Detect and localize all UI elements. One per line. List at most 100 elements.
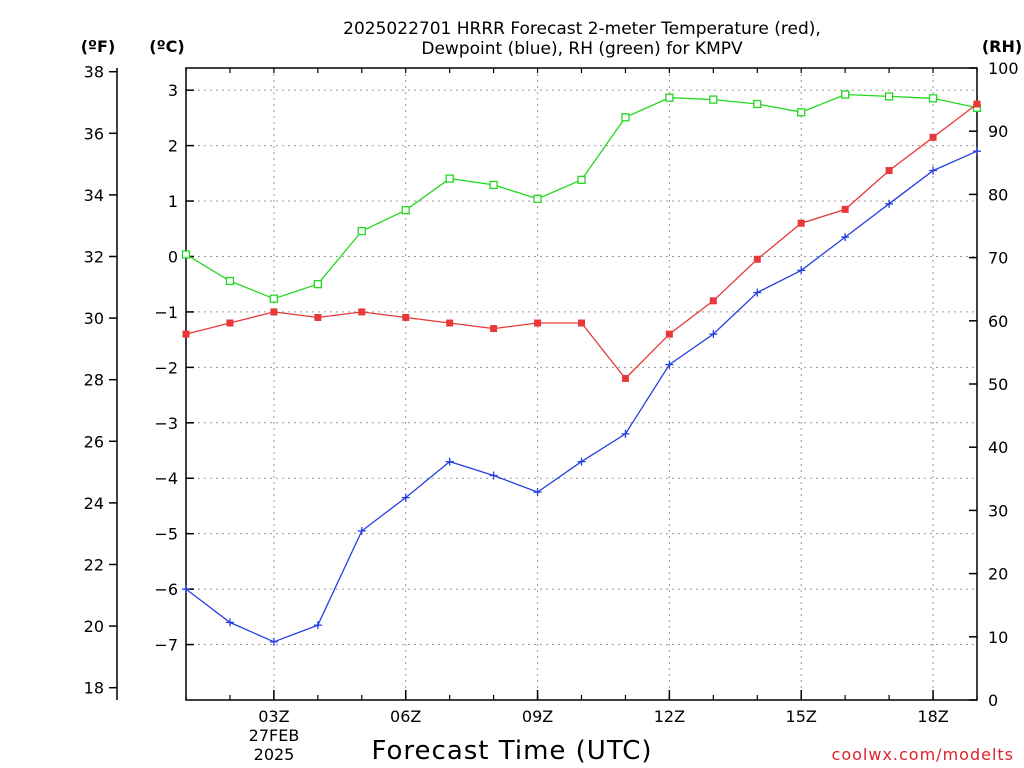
dewpoint-point (621, 429, 630, 438)
rh-tick-label: 10 (988, 628, 1008, 647)
rh-tick-label: 80 (988, 185, 1008, 204)
dewpoint-point (401, 493, 410, 502)
celsius-tick-label: −4 (154, 469, 178, 488)
time-tick-label: 06Z (390, 707, 421, 726)
fahrenheit-tick-label: 34 (84, 186, 104, 205)
rh-tick-label: 50 (988, 375, 1008, 394)
relative-humidity-point (709, 95, 718, 104)
time-tick-label: 12Z (654, 707, 685, 726)
temperature-point (182, 330, 190, 338)
fahrenheit-tick-label: 30 (84, 309, 104, 328)
temperature-point (490, 325, 498, 333)
celsius-tick-label: −1 (154, 303, 178, 322)
dewpoint-point (182, 585, 190, 594)
temperature-point (226, 319, 234, 327)
dewpoint-point (885, 199, 894, 208)
dewpoint-point (445, 457, 454, 466)
chart-title-line2: Dewpoint (blue), RH (green) for KMPV (421, 39, 743, 59)
time-tick-label: 09Z (522, 707, 553, 726)
dewpoint-point (797, 266, 806, 275)
dewpoint-point (225, 618, 234, 627)
fahrenheit-tick-label: 28 (84, 371, 104, 390)
relative-humidity-point (841, 90, 850, 99)
grid-lines (186, 68, 977, 700)
time-axis: 03Z 06Z 09Z 12Z 15Z 18Z (185, 68, 978, 726)
rh-unit-label: (RH) (982, 37, 1022, 56)
fahrenheit-tick-label: 18 (84, 679, 104, 698)
celsius-unit-label: (ºC) (149, 37, 184, 56)
relative-humidity-point (753, 99, 762, 109)
relative-humidity-point (928, 94, 938, 103)
relative-humidity-point (313, 279, 322, 289)
relative-humidity-point (401, 206, 410, 215)
celsius-tick-label: 3 (168, 81, 178, 100)
dewpoint-line (185, 150, 978, 643)
relative-humidity-point (665, 93, 674, 102)
rh-tick-label: 100 (988, 59, 1019, 78)
dewpoint-point (973, 147, 981, 156)
temperature-point (753, 255, 761, 263)
rh-tick-label: 20 (988, 565, 1008, 584)
temperature-point (270, 308, 278, 316)
relative-humidity-point (797, 108, 806, 117)
date-label-year: 2025 (254, 745, 295, 764)
relative-humidity-point (533, 194, 542, 203)
temperature-point (841, 205, 849, 213)
relative-humidity-point (445, 174, 454, 183)
celsius-tick-label: −7 (154, 636, 178, 655)
celsius-tick-label: −5 (154, 525, 178, 544)
temperature-point (534, 319, 542, 327)
fahrenheit-axis: 18 20 22 24 26 28 30 32 34 36 38 (84, 63, 117, 698)
celsius-tick-label: 0 (168, 247, 178, 266)
celsius-axis: −7 −6 −5 −4 −3 −2 −1 0 1 2 3 (154, 81, 194, 655)
rh-tick-label: 90 (988, 122, 1008, 141)
relative-humidity-point (269, 294, 279, 303)
fahrenheit-tick-label: 22 (84, 555, 104, 574)
dewpoint-point (841, 233, 850, 242)
relative-humidity-point (489, 180, 498, 190)
fahrenheit-tick-label: 32 (84, 247, 104, 266)
temperature-point (929, 133, 937, 141)
fahrenheit-unit-label: (ºF) (81, 37, 116, 56)
relative-humidity-point (621, 113, 630, 122)
plot-frame (185, 67, 978, 701)
dewpoint-point (929, 166, 938, 175)
temperature-point (797, 219, 805, 227)
rh-tick-label: 30 (988, 501, 1008, 520)
rh-tick-label: 60 (988, 312, 1008, 331)
rh-axis: 0 10 20 30 40 50 60 70 80 90 100 (969, 59, 1019, 710)
temperature-point (358, 308, 366, 316)
x-axis-title: Forecast Time (UTC) (371, 736, 652, 766)
dewpoint-point (665, 360, 674, 369)
dewpoint-point (313, 621, 322, 630)
dewpoint-point (709, 330, 718, 339)
time-tick-label: 15Z (786, 707, 817, 726)
temperature-point (973, 100, 981, 108)
credit-text[interactable]: coolwx.com/modelts (832, 745, 1014, 764)
dewpoint-point (269, 637, 278, 646)
fahrenheit-tick-label: 24 (84, 494, 104, 513)
relative-humidity-point (884, 92, 894, 101)
series-layer (181, 90, 982, 646)
temperature-point (402, 313, 410, 321)
rh-tick-label: 40 (988, 438, 1008, 457)
fahrenheit-tick-label: 26 (84, 432, 104, 451)
temperature-point (446, 319, 454, 327)
celsius-tick-label: −6 (154, 580, 178, 599)
celsius-tick-label: −2 (154, 358, 178, 377)
dewpoint-point (533, 488, 542, 497)
celsius-tick-label: 1 (168, 192, 178, 211)
dewpoint-point (357, 526, 366, 535)
relative-humidity-point (181, 250, 191, 259)
temperature-point (578, 319, 585, 327)
relative-humidity-point (357, 226, 366, 236)
temperature-point (621, 374, 629, 382)
rh-tick-label: 70 (988, 249, 1008, 268)
relative-humidity-point (225, 276, 235, 286)
dewpoint-point (753, 288, 762, 297)
temperature-point (314, 313, 322, 321)
time-tick-label: 03Z (258, 707, 289, 726)
celsius-tick-label: −3 (154, 414, 178, 433)
date-label-day: 27FEB (249, 726, 300, 745)
